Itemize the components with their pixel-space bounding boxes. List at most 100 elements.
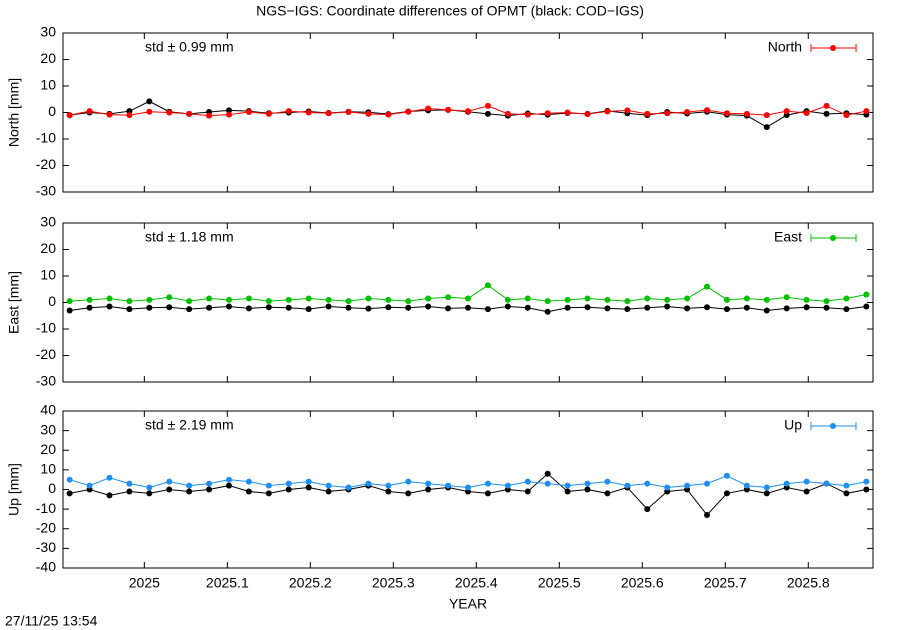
data-point (544, 110, 551, 117)
data-point (186, 298, 193, 305)
data-point (445, 305, 452, 312)
data-point (345, 298, 352, 305)
data-point (704, 304, 711, 311)
data-point (325, 482, 332, 489)
data-point (484, 110, 491, 117)
data-point (843, 295, 850, 302)
data-point (743, 482, 750, 489)
data-point (385, 296, 392, 303)
data-point (863, 478, 870, 485)
x-tick-label: 2025.8 (787, 575, 830, 591)
data-point (544, 298, 551, 305)
chart-title: NGS−IGS: Coordinate differences of OPMT … (256, 3, 644, 19)
data-point (584, 480, 591, 487)
data-point (544, 470, 551, 477)
data-point (245, 478, 252, 485)
data-point (146, 296, 153, 303)
data-point (664, 303, 671, 310)
data-point (763, 112, 770, 119)
data-point (624, 306, 631, 313)
data-point (405, 478, 412, 485)
data-point (225, 303, 232, 310)
y-axis-label: North [mm] (6, 78, 22, 147)
data-point (504, 110, 511, 117)
y-tick-label: 10 (40, 267, 56, 283)
data-point (86, 304, 93, 311)
data-point (345, 108, 352, 115)
data-point (166, 304, 173, 311)
data-point (325, 110, 332, 117)
data-point (803, 478, 810, 485)
data-point (644, 506, 651, 513)
data-point (624, 482, 631, 489)
data-point (166, 109, 173, 116)
data-point (86, 108, 93, 115)
data-point (783, 108, 790, 115)
x-tick-label: 2025.6 (621, 575, 664, 591)
data-point (664, 110, 671, 117)
data-point (524, 488, 531, 495)
timestamp: 27/11/25 13:54 (5, 613, 98, 629)
data-point (743, 110, 750, 117)
data-point (365, 480, 372, 487)
data-point (763, 296, 770, 303)
data-point (285, 108, 292, 115)
data-point (365, 110, 372, 117)
std-annotation: std ± 2.19 mm (145, 417, 234, 433)
y-tick-label: -30 (36, 183, 56, 199)
y-tick-label: 10 (40, 77, 56, 93)
data-point (863, 486, 870, 493)
data-point (425, 105, 432, 112)
data-point (285, 480, 292, 487)
data-point (385, 304, 392, 311)
data-point (803, 110, 810, 117)
data-point (245, 295, 252, 302)
y-tick-label: -10 (36, 500, 56, 516)
data-point (66, 298, 73, 305)
data-point (186, 488, 193, 495)
data-point (106, 295, 113, 302)
y-tick-label: -20 (36, 519, 56, 535)
data-point (86, 296, 93, 303)
data-point (245, 488, 252, 495)
data-point (106, 474, 113, 481)
data-point (783, 294, 790, 301)
data-point (86, 482, 93, 489)
data-point (644, 480, 651, 487)
data-point (206, 480, 213, 487)
data-point (604, 490, 611, 497)
data-point (385, 488, 392, 495)
y-tick-label: 20 (40, 50, 56, 66)
data-point (345, 484, 352, 491)
data-point (664, 484, 671, 491)
data-point (624, 107, 631, 114)
data-point (146, 484, 153, 491)
data-point (186, 110, 193, 117)
data-point (265, 304, 272, 311)
data-point (225, 107, 232, 114)
data-point (723, 110, 730, 117)
data-point (405, 304, 412, 311)
data-point (166, 294, 173, 301)
data-point (425, 303, 432, 310)
data-point (106, 492, 113, 499)
data-point (843, 112, 850, 119)
data-point (564, 109, 571, 116)
data-point (166, 486, 173, 493)
data-point (325, 303, 332, 310)
y-tick-label: 30 (40, 421, 56, 437)
data-point (186, 306, 193, 313)
data-point (704, 480, 711, 487)
data-point (544, 308, 551, 315)
data-point (206, 295, 213, 302)
data-point (385, 482, 392, 489)
data-point (425, 486, 432, 493)
legend-marker (830, 45, 836, 51)
data-point (245, 305, 252, 312)
data-point (106, 111, 113, 118)
data-point (285, 304, 292, 311)
data-point (305, 109, 312, 116)
data-point (564, 482, 571, 489)
data-point (465, 295, 471, 302)
data-point (704, 107, 711, 114)
